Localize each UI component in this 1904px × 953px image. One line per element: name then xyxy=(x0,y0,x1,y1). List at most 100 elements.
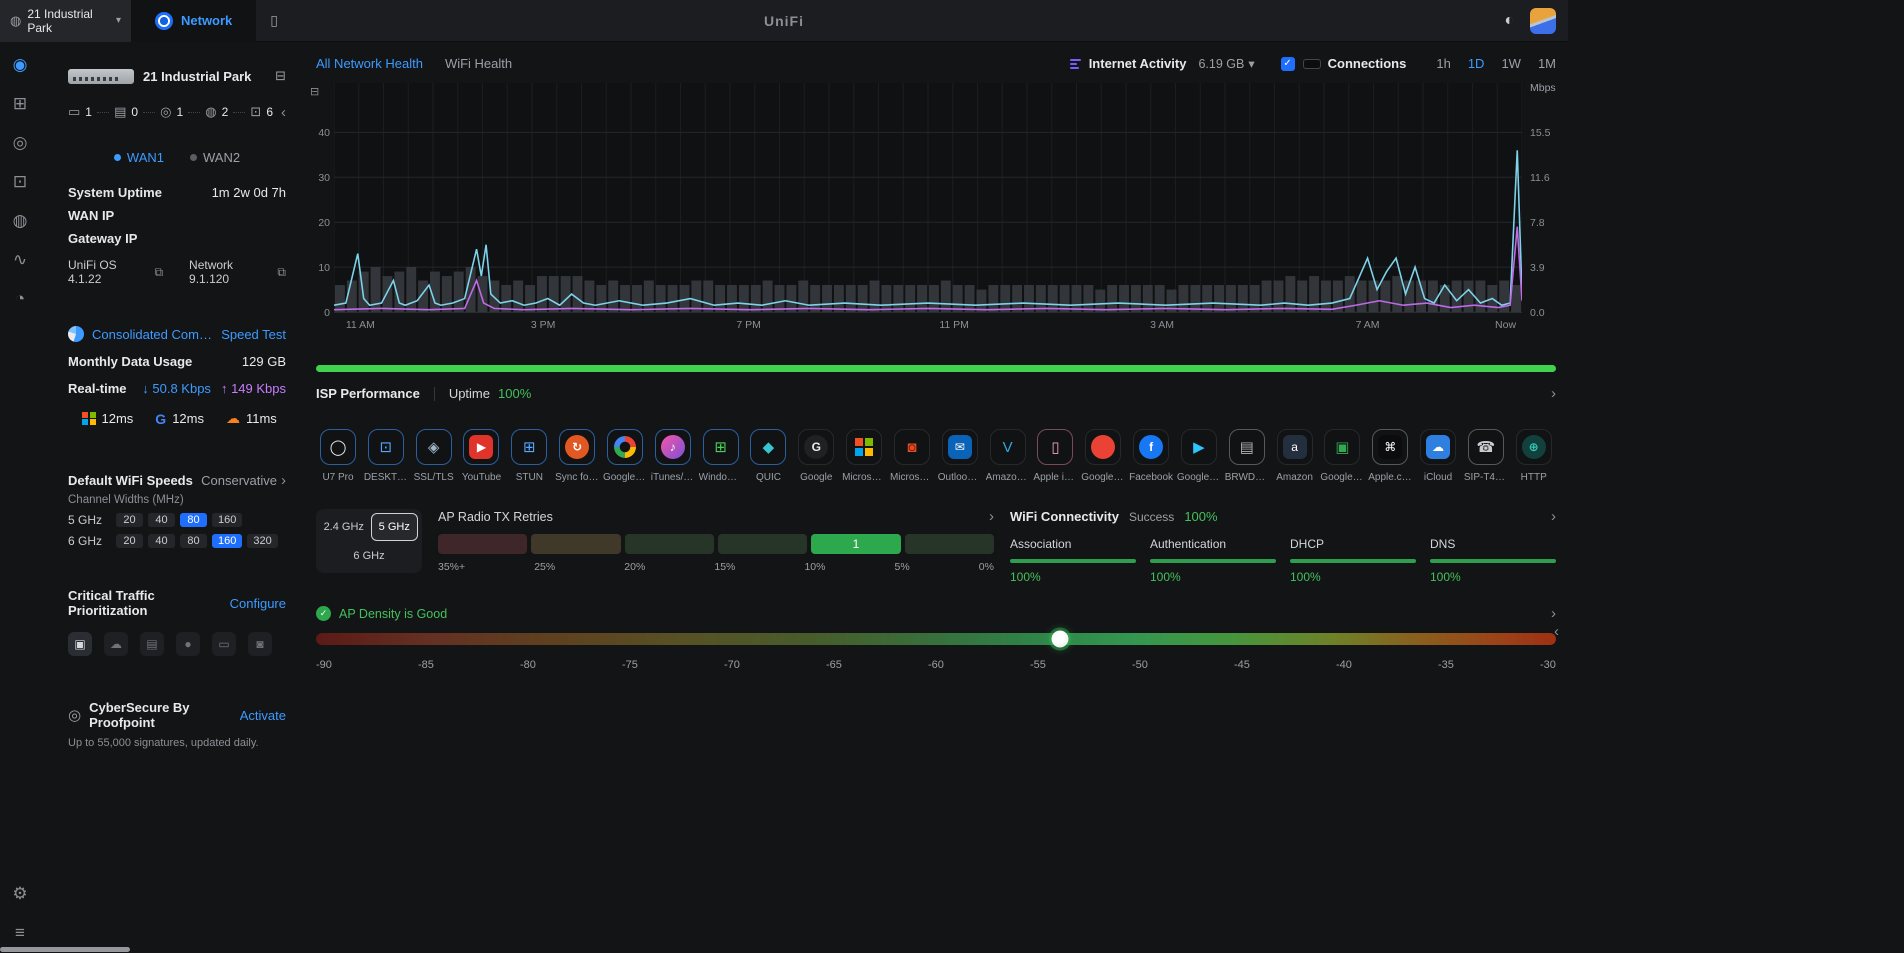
count-wan[interactable]: ▭1 xyxy=(68,104,92,120)
band-option-5GHz[interactable]: 5 GHz xyxy=(371,513,419,541)
chevron-right-icon[interactable]: › xyxy=(1551,386,1556,401)
range-1m[interactable]: 1M xyxy=(1538,56,1556,71)
wan-tab-wan2[interactable]: WAN2 xyxy=(190,150,240,165)
main-header: All Network HealthWiFi Health Internet A… xyxy=(316,56,1556,71)
cybersecure-subtitle: Up to 55,000 signatures, updated daily. xyxy=(68,737,286,749)
gateway-summary[interactable]: 21 Industrial Park ⊟ xyxy=(68,68,286,84)
latency-google: G12ms xyxy=(155,410,204,427)
client-item[interactable]: ⌘Apple.com xyxy=(1368,429,1412,483)
wifi-connectivity-block: WiFi Connectivity Success 100% › Associa… xyxy=(1010,509,1556,584)
amazon-icon: a xyxy=(1277,429,1313,465)
ap-density-status: AP Density is Good xyxy=(339,607,447,621)
mobile-device-icon[interactable]: ▯ xyxy=(270,12,278,29)
rail-item-settings[interactable]: ⚙ xyxy=(12,885,27,902)
client-item[interactable]: ☎SIP-T46S ... xyxy=(1464,429,1508,483)
client-item[interactable]: ▶YouTube xyxy=(459,429,503,483)
client-item[interactable]: ⊞STUN xyxy=(507,429,551,483)
ctp-device-icon[interactable]: ▣ xyxy=(68,632,92,656)
connections-checkbox[interactable]: ✓ xyxy=(1281,57,1295,71)
user-avatar[interactable] xyxy=(1530,8,1556,34)
client-item[interactable]: ◆QUIC xyxy=(746,429,790,483)
client-item[interactable]: ⊞Windows ... xyxy=(699,429,743,483)
sidebar-collapse-chevron[interactable]: ‹ xyxy=(281,105,286,120)
copy-icon[interactable]: ⧉ xyxy=(277,265,286,280)
ctp-device-icon[interactable]: ◙ xyxy=(248,632,272,656)
client-item[interactable]: ◈SSL/TLS xyxy=(412,429,456,483)
wan-tab-wan1[interactable]: WAN1 xyxy=(114,150,164,165)
network-app-icon xyxy=(155,12,173,30)
chevron-right-icon[interactable]: › xyxy=(989,509,994,524)
client-item[interactable]: GGoogle xyxy=(794,429,838,483)
width-chip-320[interactable]: 320 xyxy=(247,534,277,548)
client-item[interactable]: ▶Google Pl... xyxy=(1177,429,1221,483)
theme-toggle-icon[interactable]: ◐ xyxy=(1504,12,1514,30)
band-option-2.4GHz[interactable]: 2.4 GHz xyxy=(320,513,368,541)
tab-network[interactable]: Network xyxy=(131,0,256,42)
rail-item-insights[interactable]: ∿ xyxy=(13,251,27,268)
rail-item-topology[interactable]: ⊞ xyxy=(13,95,27,112)
tab-wifi-health[interactable]: WiFi Health xyxy=(445,56,512,71)
band-option-6GHz[interactable]: 6 GHz xyxy=(320,544,418,570)
ctp-device-icon[interactable]: ▤ xyxy=(140,632,164,656)
rail-item-client-devices[interactable]: ⊡ xyxy=(13,173,27,190)
client-item[interactable]: ▤BRWD88... xyxy=(1225,429,1269,483)
client-item[interactable]: ▣Google U... xyxy=(1320,429,1364,483)
client-item[interactable]: ✉Outlook.c... xyxy=(938,429,982,483)
wifi-speeds-mode[interactable]: Conservative› xyxy=(201,473,286,488)
range-1h[interactable]: 1h xyxy=(1436,56,1450,71)
width-chip-160[interactable]: 160 xyxy=(212,513,242,527)
ctp-device-icon[interactable]: ● xyxy=(176,632,200,656)
client-item[interactable]: fFacebook xyxy=(1129,429,1173,483)
count-access-points[interactable]: ◍2 xyxy=(205,104,228,120)
panel-collapse-chevron[interactable]: ‹ xyxy=(1554,624,1559,639)
client-item[interactable]: ⊡DESKTOP-... xyxy=(364,429,408,483)
count-gateways[interactable]: ◎1 xyxy=(160,104,183,120)
client-item[interactable]: ▯Apple iPh... xyxy=(1033,429,1077,483)
isp-performance-row[interactable]: ISP Performance Uptime 100% › xyxy=(316,386,1556,401)
width-chip-40[interactable]: 40 xyxy=(148,513,175,527)
client-item[interactable]: Google A... xyxy=(603,429,647,483)
count-switches[interactable]: ▤0 xyxy=(114,104,138,120)
ap-density-marker[interactable] xyxy=(1052,631,1069,648)
width-chip-40[interactable]: 40 xyxy=(148,534,175,548)
width-chip-80[interactable]: 80 xyxy=(180,534,207,548)
client-item[interactable]: ◙Microsoft... xyxy=(890,429,934,483)
client-item[interactable]: ♪iTunes/Ap... xyxy=(651,429,695,483)
width-chip-20[interactable]: 20 xyxy=(116,513,143,527)
chart-plot-area[interactable] xyxy=(334,83,1522,313)
range-1d[interactable]: 1D xyxy=(1468,56,1485,71)
count-clients[interactable]: ⊡6 xyxy=(250,104,273,120)
range-1w[interactable]: 1W xyxy=(1501,56,1521,71)
rail-item-system-log[interactable]: ≡ xyxy=(15,924,25,941)
activity-total-dropdown[interactable]: 6.19 GB▾ xyxy=(1198,56,1254,71)
copy-icon[interactable]: ⧉ xyxy=(154,265,163,280)
chevron-right-icon[interactable]: › xyxy=(1551,606,1556,621)
width-chip-80[interactable]: 80 xyxy=(180,513,207,527)
rail-item-security[interactable]: ◔ xyxy=(15,290,25,307)
configure-link[interactable]: Configure xyxy=(230,596,286,611)
chevron-right-icon[interactable]: › xyxy=(1551,509,1556,524)
client-item[interactable]: Microsoft... xyxy=(842,429,886,483)
width-chip-20[interactable]: 20 xyxy=(116,534,143,548)
client-item[interactable]: ◯U7 Pro xyxy=(316,429,360,483)
client-item[interactable]: ↻Sync for ... xyxy=(555,429,599,483)
apple-iphone-icon: ▯ xyxy=(1037,429,1073,465)
rail-item-dashboard[interactable]: ◉ xyxy=(13,56,28,73)
tab-all-network-health[interactable]: All Network Health xyxy=(316,56,423,71)
activate-link[interactable]: Activate xyxy=(240,708,286,723)
speed-test-link[interactable]: Speed Test xyxy=(221,327,286,342)
site-switcher[interactable]: ◍ 21 Industrial Park ▾ xyxy=(0,0,131,42)
client-item[interactable]: ☁iCloud xyxy=(1416,429,1460,483)
client-item[interactable]: VAmazon ... xyxy=(986,429,1030,483)
isp-name[interactable]: Consolidated Communi xyxy=(92,327,213,342)
ctp-device-icon[interactable]: ☁ xyxy=(104,632,128,656)
ctp-device-icon[interactable]: ▭ xyxy=(212,632,236,656)
rail-item-unifi-devices[interactable]: ◎ xyxy=(13,134,28,151)
horizontal-scrollbar[interactable] xyxy=(0,947,130,952)
client-item[interactable]: aAmazon xyxy=(1273,429,1317,483)
metric-authentication: Authentication100% xyxy=(1150,537,1276,584)
width-chip-160[interactable]: 160 xyxy=(212,534,242,548)
client-item[interactable]: Google St... xyxy=(1081,429,1125,483)
rail-item-teams[interactable]: ◍ xyxy=(13,212,28,229)
client-item[interactable]: ⊕HTTP xyxy=(1512,429,1556,483)
